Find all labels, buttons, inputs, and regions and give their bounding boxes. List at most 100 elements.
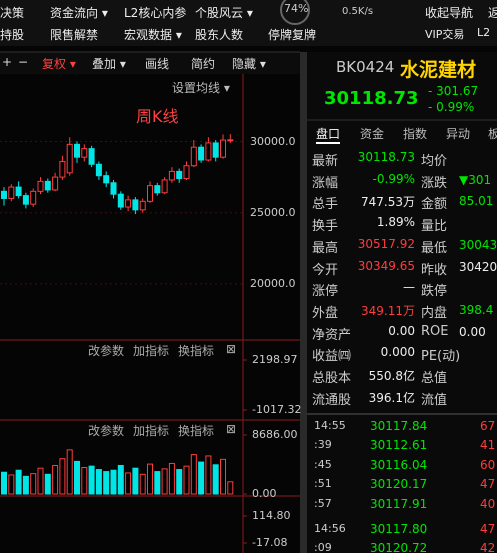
indicator-button[interactable]: 改参数 bbox=[88, 344, 125, 358]
tab[interactable]: 盘口 bbox=[316, 125, 341, 144]
tick-time: :09 bbox=[314, 541, 332, 553]
y-tick-label: 25000.0 bbox=[250, 205, 296, 219]
stat-value: -0.99% bbox=[372, 171, 415, 186]
indicator-button[interactable]: ⊠ bbox=[226, 422, 237, 436]
tick-price: 30117.80 bbox=[370, 522, 428, 536]
nav-item[interactable]: 限售解禁 bbox=[50, 28, 99, 42]
candle-body bbox=[52, 176, 59, 191]
tick-volume: 47 bbox=[480, 477, 496, 492]
cpu-gauge bbox=[280, 0, 310, 25]
y-tick-label: 20000.0 bbox=[250, 276, 296, 290]
period-label: 周K线 bbox=[136, 107, 179, 126]
tick-time: 14:56 bbox=[314, 522, 346, 535]
candle-body bbox=[176, 170, 183, 180]
price-change: - 301.67 bbox=[428, 84, 479, 98]
tab[interactable]: 板 bbox=[488, 127, 497, 141]
tick-price: 30117.91 bbox=[370, 496, 428, 511]
candle-body bbox=[117, 193, 124, 208]
ma-setting[interactable]: 设置均线 ▾ bbox=[172, 81, 230, 95]
candle-body bbox=[198, 146, 205, 161]
splitter[interactable] bbox=[300, 52, 307, 553]
stat-label: 量比 bbox=[421, 219, 448, 235]
tick-time: 14:55 bbox=[314, 419, 346, 432]
indicator-button[interactable]: 换指标 bbox=[178, 424, 215, 438]
stat-value: 0.00 bbox=[459, 324, 486, 339]
toolbar-button[interactable]: 画线 bbox=[145, 57, 170, 71]
tab[interactable]: 指数 bbox=[403, 127, 428, 141]
candle-body bbox=[81, 148, 88, 158]
stock-name: 水泥建材 bbox=[400, 59, 477, 81]
toolbar-button[interactable]: 隐藏 ▾ bbox=[232, 57, 266, 71]
indicator-button[interactable]: 加指标 bbox=[133, 424, 170, 438]
tick-time: :51 bbox=[314, 477, 332, 491]
nav-item[interactable]: L2 bbox=[477, 26, 491, 39]
nav-item[interactable]: 决策 bbox=[0, 6, 25, 20]
y-tick-label: -1017.32 bbox=[252, 403, 302, 416]
indicator-button[interactable]: 加指标 bbox=[133, 344, 170, 358]
toolbar-button[interactable]: 复权 ▾ bbox=[42, 57, 76, 71]
nav-item[interactable]: VIP交易 bbox=[425, 28, 465, 41]
stat-label: 总股本 bbox=[312, 371, 352, 386]
y-tick-label: 30000.0 bbox=[250, 134, 296, 148]
price-change-pct: - 0.99% bbox=[428, 100, 475, 114]
stat-value: 30420 bbox=[459, 259, 497, 274]
tab[interactable]: 资金 bbox=[360, 127, 385, 141]
nav-item[interactable]: L2核心内参 bbox=[124, 6, 187, 20]
candle-body bbox=[183, 165, 190, 180]
nav-item[interactable]: 宏观数据 ▾ bbox=[124, 28, 182, 42]
stat-value: 550.8亿 bbox=[368, 369, 415, 383]
candle-body bbox=[95, 163, 102, 177]
last-price: 30118.73 bbox=[324, 88, 419, 109]
stat-label: 跌停 bbox=[421, 284, 448, 300]
nav-item[interactable]: 持股 bbox=[0, 28, 25, 42]
volume-bar bbox=[88, 465, 95, 495]
stat-value: 398.4 bbox=[459, 302, 494, 317]
volume-bar bbox=[183, 465, 190, 495]
tick-volume: 41 bbox=[480, 438, 496, 453]
toolbar-button[interactable]: 简约 bbox=[191, 57, 216, 71]
toolbar-button[interactable]: 叠加 ▾ bbox=[92, 57, 126, 71]
candle-body bbox=[15, 186, 22, 197]
quote-panel bbox=[307, 52, 497, 553]
toolbar bbox=[0, 52, 300, 74]
indicator-button[interactable]: 换指标 bbox=[178, 344, 215, 358]
stat-value: 30517.92 bbox=[357, 236, 415, 251]
stat-label: 流值 bbox=[421, 392, 448, 408]
candle-body bbox=[161, 179, 168, 194]
volume-bar bbox=[139, 473, 146, 495]
stat-value: 0.000 bbox=[380, 345, 415, 360]
stat-value: 747.53万 bbox=[361, 195, 415, 210]
tick-volume: 47 bbox=[480, 522, 496, 536]
nav-item[interactable]: 停牌复牌 bbox=[268, 28, 317, 42]
stat-value: 30118.73 bbox=[357, 150, 415, 164]
nav-item[interactable]: 资金流向 ▾ bbox=[50, 6, 108, 20]
y-tick-label: -17.08 bbox=[252, 536, 288, 549]
volume-bar bbox=[190, 454, 197, 495]
nav-item[interactable]: 收起导航 bbox=[425, 6, 474, 20]
stat-label: 最低 bbox=[421, 240, 448, 256]
nav-item[interactable]: 股东人数 bbox=[195, 28, 244, 42]
indicator-button[interactable]: ⊠ bbox=[226, 342, 237, 356]
candle-body bbox=[74, 143, 80, 158]
stat-label: 涨跌 bbox=[421, 175, 448, 191]
candle-body bbox=[1, 190, 7, 199]
stat-label: 收益㈣ bbox=[312, 349, 352, 365]
indicator-button[interactable]: 改参数 bbox=[88, 424, 125, 438]
stat-label: 流通股 bbox=[312, 392, 352, 408]
volume-bar bbox=[161, 468, 168, 495]
tab[interactable]: 异动 bbox=[446, 127, 471, 141]
nav-item[interactable]: 个股风云 ▾ bbox=[195, 6, 253, 20]
volume-bar bbox=[1, 471, 7, 495]
stat-label: 最高 bbox=[312, 240, 339, 256]
tick-price: 30120.72 bbox=[370, 541, 428, 553]
candle-body bbox=[88, 148, 95, 165]
nav-item[interactable]: 返 bbox=[488, 6, 497, 20]
volume-bar bbox=[95, 469, 102, 495]
stat-label: 换手 bbox=[312, 219, 339, 235]
toolbar-button[interactable]: − bbox=[18, 55, 29, 69]
toolbar-button[interactable]: + bbox=[2, 55, 13, 69]
tick-volume: 42 bbox=[480, 541, 496, 553]
volume-bar bbox=[205, 455, 212, 495]
stat-label: 净资产 bbox=[312, 327, 352, 343]
